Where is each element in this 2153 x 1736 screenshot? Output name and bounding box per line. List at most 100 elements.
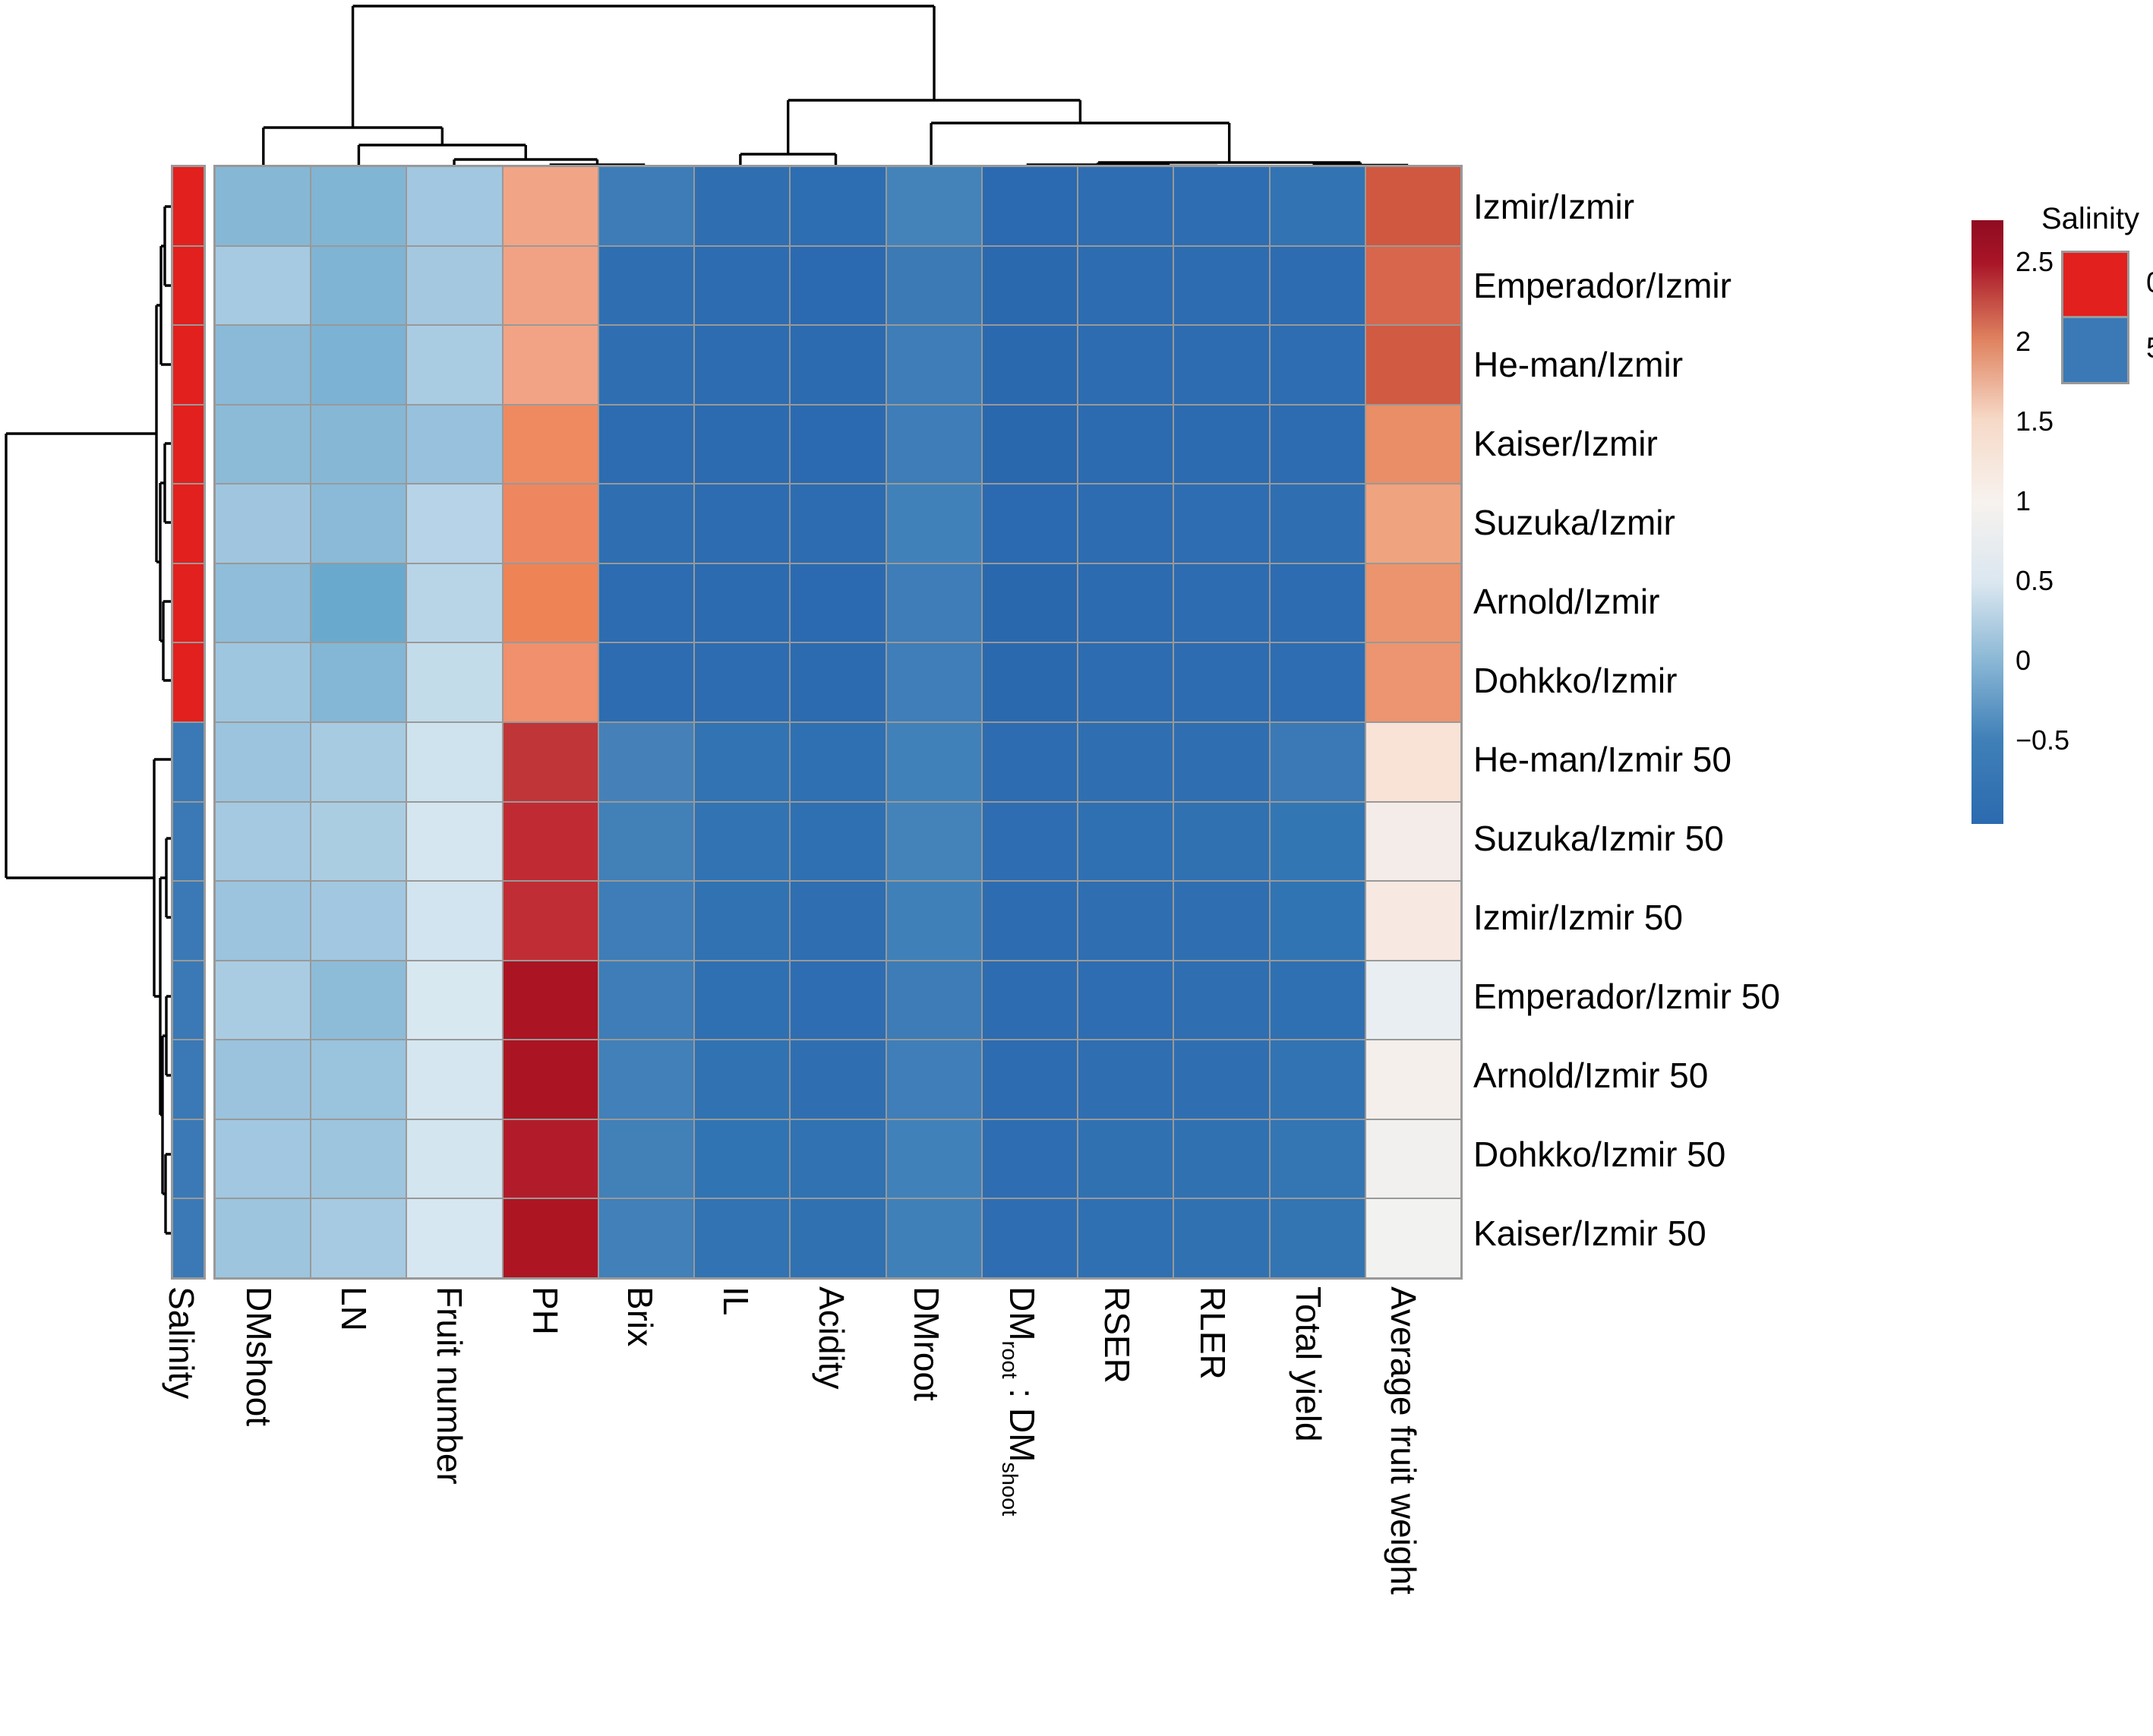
heatmap-cell xyxy=(216,802,311,881)
heatmap-cell xyxy=(1270,326,1365,404)
heatmap-cell xyxy=(407,485,502,563)
column-label: DMroot : DMshoot xyxy=(996,1286,1042,1517)
heatmap-cell xyxy=(598,882,694,960)
row-label: Kaiser/Izmir xyxy=(1473,424,1658,463)
heatmap-cell xyxy=(695,1040,790,1119)
heatmap-cell xyxy=(407,802,502,881)
heatmap-cell xyxy=(503,722,598,801)
heatmap-cell xyxy=(982,643,1078,721)
heatmap-cell xyxy=(503,405,598,484)
row-label: He-man/Izmir xyxy=(1473,345,1684,384)
salinity-annotation-cell xyxy=(173,1199,204,1277)
colorbar-tick-label: 2 xyxy=(2016,325,2031,357)
heatmap-cell xyxy=(1174,882,1269,960)
heatmap-cell xyxy=(695,1199,790,1277)
heatmap-cell xyxy=(598,405,694,484)
row-label: Izmir/Izmir xyxy=(1473,187,1635,226)
heatmap-cell xyxy=(311,643,406,721)
salinity-annotation-cell xyxy=(173,167,204,245)
heatmap-cell xyxy=(1270,1199,1365,1277)
salinity-legend-swatch xyxy=(2061,316,2129,384)
salinity-legend-label: 0 xyxy=(2146,267,2153,300)
heatmap-cell xyxy=(311,961,406,1040)
heatmap-cell xyxy=(1365,1040,1460,1119)
heatmap-cell xyxy=(791,882,886,960)
salinity-annotation-cell xyxy=(173,405,204,484)
column-label: RSER xyxy=(1097,1286,1138,1384)
heatmap-cell xyxy=(1365,326,1460,404)
heatmap-cell xyxy=(1365,961,1460,1040)
heatmap-cell xyxy=(503,246,598,325)
heatmap-cell xyxy=(407,882,502,960)
row-label: Dohkko/Izmir 50 xyxy=(1473,1135,1726,1174)
heatmap-cell xyxy=(311,1199,406,1277)
heatmap-cell xyxy=(1174,1119,1269,1198)
heatmap-cell xyxy=(1365,246,1460,325)
row-label: Kaiser/Izmir 50 xyxy=(1473,1214,1706,1253)
column-label: DMroot xyxy=(907,1286,947,1401)
heatmap-cell xyxy=(598,1199,694,1277)
heatmap-cell xyxy=(1270,405,1365,484)
heatmap-cell xyxy=(503,326,598,404)
heatmap-cell xyxy=(886,1199,981,1277)
row-label: Emperador/Izmir 50 xyxy=(1473,977,1780,1016)
heatmap-cell xyxy=(1365,167,1460,245)
heatmap-cell xyxy=(695,643,790,721)
colorbar-tick-label: −0.5 xyxy=(2016,724,2070,756)
heatmap-cell xyxy=(886,405,981,484)
heatmap-cell xyxy=(886,1119,981,1198)
heatmap-cell xyxy=(791,563,886,642)
heatmap-cell xyxy=(1270,1040,1365,1119)
heatmap-cell xyxy=(1078,1040,1173,1119)
salinity-annotation-cell xyxy=(173,722,204,801)
heatmap-cell xyxy=(791,1040,886,1119)
heatmap-cell xyxy=(1365,405,1460,484)
heatmap-cell xyxy=(216,961,311,1040)
heatmap-cell xyxy=(982,485,1078,563)
heatmap-cell xyxy=(982,882,1078,960)
row-label: Suzuka/Izmir xyxy=(1473,503,1675,542)
heatmap-cell xyxy=(598,1119,694,1198)
heatmap-cell xyxy=(503,882,598,960)
column-label: DMshoot xyxy=(238,1286,279,1427)
heatmap-cell xyxy=(791,246,886,325)
salinity-annotation-cell xyxy=(173,643,204,721)
heatmap-cell xyxy=(216,1119,311,1198)
column-label: LN xyxy=(334,1286,374,1331)
heatmap-cell xyxy=(695,1119,790,1198)
heatmap-cell xyxy=(1078,961,1173,1040)
heatmap-cell xyxy=(1365,882,1460,960)
salinity-annotation-cell xyxy=(173,563,204,642)
heatmap-cell xyxy=(407,167,502,245)
heatmap-cell xyxy=(886,882,981,960)
row-label: Dohkko/Izmir xyxy=(1473,661,1678,700)
heatmap-cell xyxy=(503,802,598,881)
heatmap-cell xyxy=(311,485,406,563)
heatmap-cell xyxy=(982,722,1078,801)
salinity-annotation-cell xyxy=(173,802,204,881)
heatmap-cell xyxy=(886,1040,981,1119)
heatmap-cell xyxy=(216,405,311,484)
heatmap-cell xyxy=(1078,485,1173,563)
column-label: RLER xyxy=(1192,1286,1233,1380)
heatmap-cell xyxy=(503,643,598,721)
row-label: Emperador/Izmir xyxy=(1473,266,1732,305)
column-label: Fruit number xyxy=(430,1286,470,1485)
heatmap-cell xyxy=(311,326,406,404)
heatmap-cell xyxy=(1174,246,1269,325)
heatmap-cell xyxy=(503,1199,598,1277)
heatmap-cell xyxy=(982,802,1078,881)
heatmap-cell xyxy=(886,961,981,1040)
salinity-legend-title: Salinity xyxy=(2041,202,2139,235)
row-label: Arnold/Izmir xyxy=(1473,582,1660,621)
heatmap-cell xyxy=(407,1199,502,1277)
heatmap-cell xyxy=(1078,326,1173,404)
heatmap-cell xyxy=(791,802,886,881)
salinity-annotation-column xyxy=(171,165,206,1280)
heatmap-cell xyxy=(1365,643,1460,721)
heatmap-cell xyxy=(503,167,598,245)
heatmap-cell xyxy=(503,961,598,1040)
colorbar-gradient xyxy=(1971,220,2003,824)
heatmap-cell xyxy=(1174,1040,1269,1119)
